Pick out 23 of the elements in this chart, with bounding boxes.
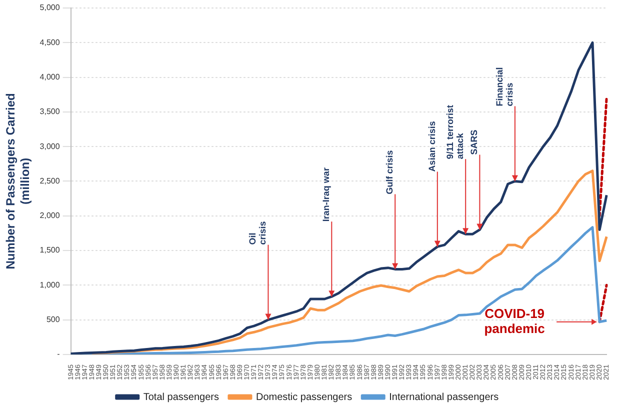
legend-label: Domestic passengers bbox=[256, 392, 352, 403]
annotation: Asian crisis bbox=[426, 121, 437, 172]
legend-label: Total passengers bbox=[143, 392, 219, 403]
annotation: Iran-Iraq war bbox=[321, 167, 332, 222]
y-tick-label: 3,500 bbox=[40, 107, 60, 116]
y-tick-label: 2,000 bbox=[40, 211, 60, 220]
annotation: Financial crisis bbox=[494, 67, 514, 106]
annotation: SARS bbox=[469, 130, 480, 155]
y-tick-label: 4,500 bbox=[40, 38, 60, 47]
y-tick-label: 4,000 bbox=[40, 72, 60, 82]
legend-label: International passengers bbox=[389, 392, 499, 403]
y-tick-label: 5,000 bbox=[40, 3, 60, 12]
annotation: COVID-19 pandemic bbox=[484, 306, 545, 336]
y-tick-label: 500 bbox=[46, 314, 60, 324]
annotation: Gulf crisis bbox=[384, 150, 395, 194]
annotation: 9/11 terrorist attack bbox=[445, 105, 466, 160]
annotation: Oil crisis bbox=[248, 221, 268, 245]
y-tick-label: - bbox=[57, 350, 60, 359]
y-tick-label: 1,000 bbox=[40, 280, 60, 290]
y-tick-label: 3,000 bbox=[40, 142, 60, 151]
y-tick-label: 2,500 bbox=[40, 176, 60, 186]
y-tick-label: 1,500 bbox=[40, 246, 60, 255]
y-axis-title: Number of Passengers Carried (million) bbox=[4, 93, 32, 270]
